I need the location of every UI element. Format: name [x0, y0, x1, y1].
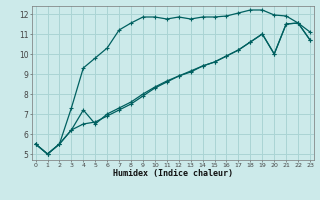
X-axis label: Humidex (Indice chaleur): Humidex (Indice chaleur) [113, 169, 233, 178]
